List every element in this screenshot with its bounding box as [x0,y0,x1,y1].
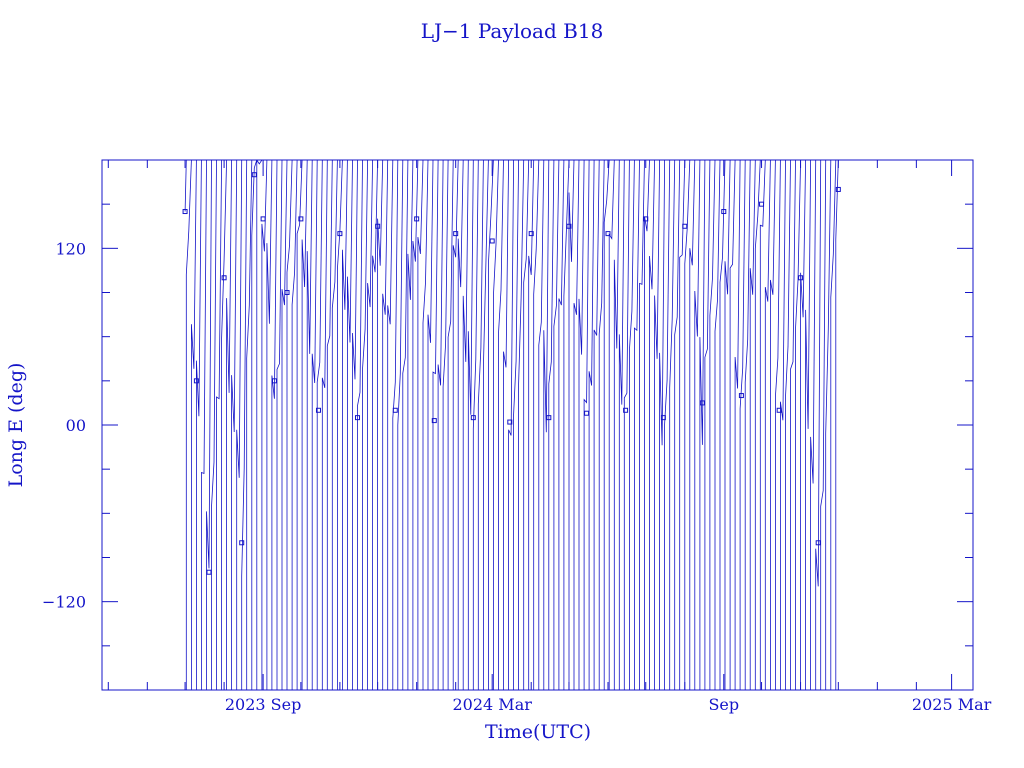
data-point [528,231,534,237]
x-tick-label: 2025 Mar [912,695,992,714]
data-point [414,216,420,222]
data-point [682,223,688,229]
data-point [193,378,199,384]
data-point [431,418,437,424]
data-point [507,419,513,425]
data-point [206,569,212,575]
data-point [284,290,290,295]
data-point [470,415,476,421]
data-point [392,407,398,413]
y-tick-label: 120 [55,239,86,258]
x-tick-label: 2024 Mar [453,695,533,714]
data-point [298,216,304,222]
data-point [489,238,495,244]
y-tick-labels: 120 00 −120 [42,239,86,611]
data-point [221,275,227,281]
data-point [815,540,821,546]
y-tick-label: −120 [42,593,86,612]
axis-ticks [102,159,973,691]
data-point [182,209,188,215]
x-tick-label: Sep [708,695,739,714]
data-point [546,415,552,421]
x-axis-label: Time(UTC) [485,721,591,743]
data-point [776,407,782,413]
data-point [239,540,245,546]
plot-frame [101,159,974,691]
data-point [315,407,321,413]
y-tick-label: 00 [66,416,86,435]
data-point [337,231,343,237]
data-point [759,201,765,207]
data-point [699,400,705,406]
data-point [605,231,611,237]
y-axis-label: Long E (deg) [5,363,27,488]
data-point [584,410,590,416]
data-point [738,393,744,399]
data-point [798,275,804,281]
data-point [355,415,361,421]
data-point [251,172,257,178]
x-tick-labels: 2023 Sep 2024 Mar Sep 2025 Mar [225,695,992,714]
data-point [660,415,666,421]
data-point [260,216,266,222]
series-line [184,160,839,690]
plot-area [182,160,841,690]
data-point [721,209,727,215]
data-point [453,231,459,237]
data-point [643,216,649,222]
data-point [566,223,572,229]
data-point [623,407,629,413]
series-trace [182,160,841,690]
x-tick-label: 2023 Sep [225,695,301,714]
data-point [271,378,277,384]
data-point [375,223,381,229]
chart-title: LJ−1 Payload B18 [421,19,604,43]
data-point [835,186,841,192]
